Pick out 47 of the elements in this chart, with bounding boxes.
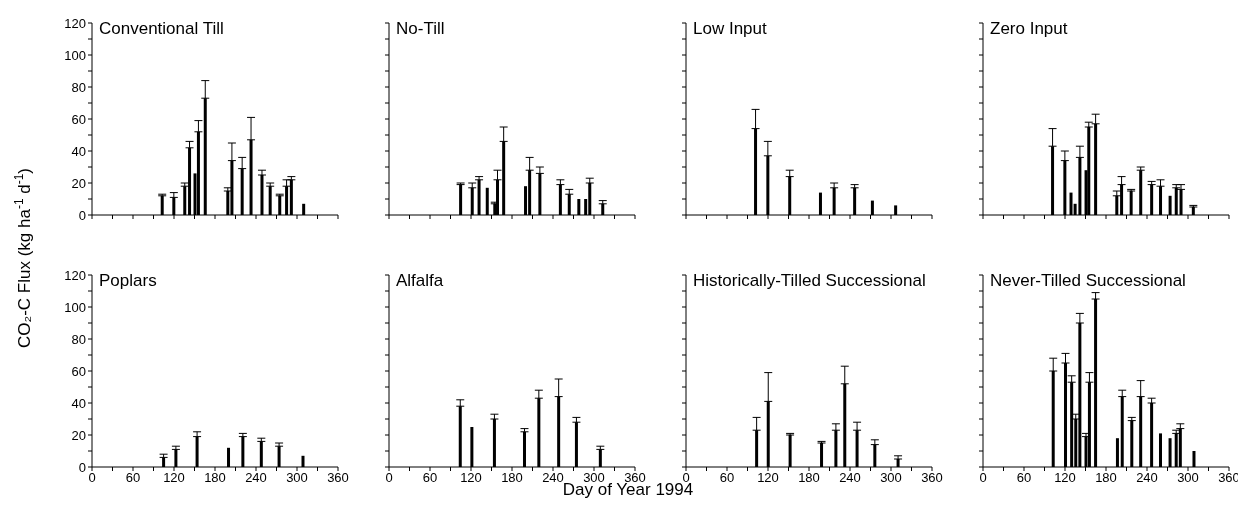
x-tick-label: 180: [798, 470, 820, 486]
x-tick-label: 360: [327, 470, 349, 486]
x-tick-label: 0: [979, 470, 987, 486]
x-tick-label: 120: [460, 470, 482, 486]
y-tick-label: 60: [71, 363, 86, 379]
x-tick-label: 240: [245, 470, 267, 486]
y-tick-label: 40: [71, 143, 86, 159]
x-tick-label: 60: [125, 470, 141, 486]
chart-title: Zero Input: [990, 19, 1068, 39]
y-tick-label: 0: [78, 207, 86, 223]
x-tick-label: 180: [204, 470, 226, 486]
y-tick-label: 80: [71, 331, 86, 347]
y-tick-label: 120: [64, 267, 86, 283]
y-tick-label: 100: [64, 299, 86, 315]
x-tick-label: 180: [1095, 470, 1117, 486]
x-tick-label: 240: [542, 470, 564, 486]
chart-title: Low Input: [693, 19, 767, 39]
x-tick-label: 120: [1054, 470, 1076, 486]
x-tick-label: 60: [1016, 470, 1032, 486]
y-tick-label: 120: [64, 15, 86, 31]
y-tick-label: 0: [78, 459, 86, 475]
x-tick-label: 240: [1136, 470, 1158, 486]
chart-title: Never-Tilled Successional: [990, 271, 1186, 291]
x-tick-label: 300: [880, 470, 902, 486]
chart-title: Historically-Tilled Successional: [693, 271, 926, 291]
x-tick-label: 300: [286, 470, 308, 486]
y-tick-label: 100: [64, 47, 86, 63]
chart-title: Alfalfa: [396, 271, 444, 291]
chart-title: No-Till: [396, 19, 445, 39]
x-tick-label: 0: [385, 470, 393, 486]
y-tick-label: 20: [71, 175, 86, 191]
x-tick-label: 0: [88, 470, 96, 486]
y-tick-label: 20: [71, 427, 86, 443]
y-tick-label: 60: [71, 111, 86, 127]
x-tick-label: 180: [501, 470, 523, 486]
x-tick-label: 60: [422, 470, 438, 486]
x-tick-label: 120: [163, 470, 185, 486]
x-tick-label: 300: [583, 470, 605, 486]
x-tick-label: 60: [719, 470, 735, 486]
x-tick-label: 240: [839, 470, 861, 486]
y-tick-label: 40: [71, 395, 86, 411]
chart-title: Conventional Till: [99, 19, 224, 39]
x-tick-label: 300: [1177, 470, 1199, 486]
chart-title: Poplars: [99, 271, 157, 291]
x-tick-label: 360: [921, 470, 943, 486]
x-tick-label: 120: [757, 470, 779, 486]
y-tick-label: 80: [71, 79, 86, 95]
